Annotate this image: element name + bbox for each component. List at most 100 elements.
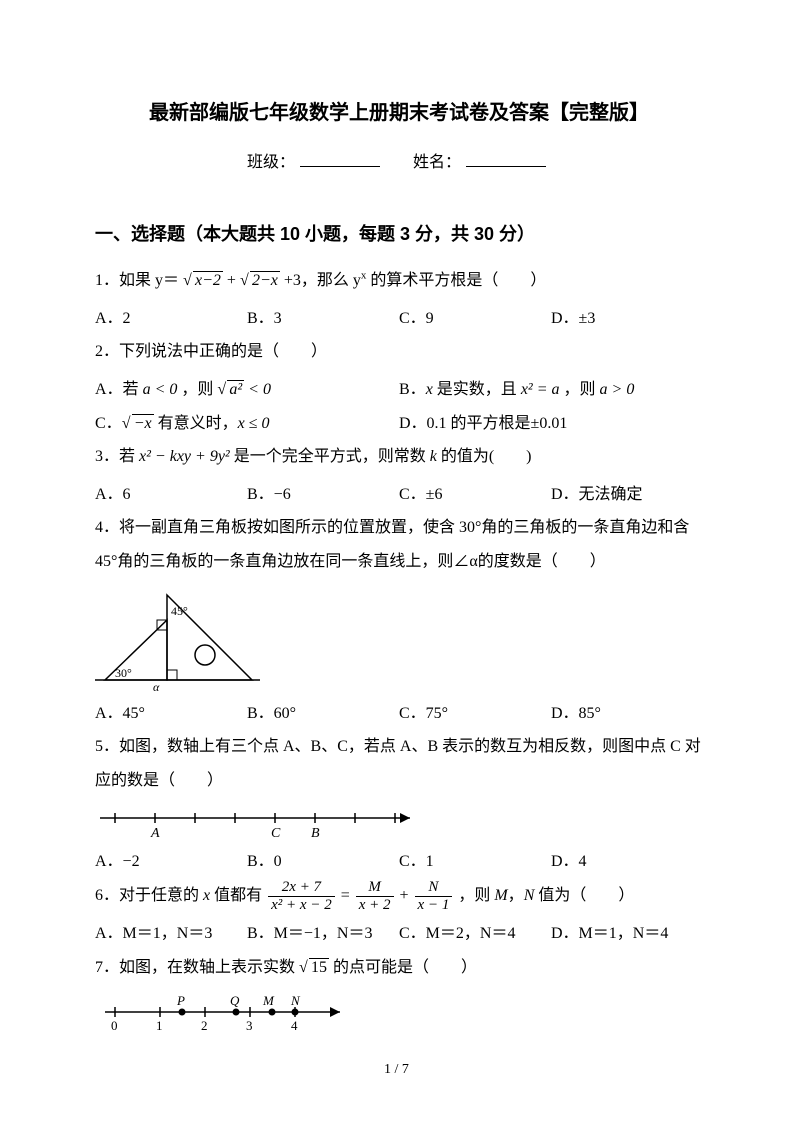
q1-plus: + <box>227 272 236 289</box>
q2b-pre: B． <box>399 381 426 398</box>
q7-label-q: Q <box>230 993 240 1008</box>
q7-tick-0: 0 <box>111 1018 118 1032</box>
name-blank[interactable] <box>466 152 546 167</box>
q6-plus: + <box>400 887 413 904</box>
q2-options-row2: C．−x 有意义时，x ≤ 0 D．0.1 的平方根是±0.01 <box>95 407 703 441</box>
question-6: 6．对于任意的 x 值都有 2x + 7x² + x − 2 = Mx + 2 … <box>95 879 703 913</box>
q5-label-a: A <box>150 826 160 841</box>
q1-opt-b: B．3 <box>247 302 399 336</box>
q6-mid: 值都有 <box>210 887 266 904</box>
q7-prefix: 7．如图，在数轴上表示实数 <box>95 959 299 976</box>
section-1-heading: 一、选择题（本大题共 10 小题，每题 3 分，共 30 分） <box>95 218 703 250</box>
q2b-x: x <box>426 381 433 398</box>
class-blank[interactable] <box>300 152 380 167</box>
q3-mid: 是一个完全平方式，则常数 <box>230 448 430 465</box>
q2c-res: x ≤ 0 <box>238 415 270 432</box>
q4-options: A．45° B．60° C．75° D．85° <box>95 697 703 731</box>
q6-eq: = <box>341 887 354 904</box>
q2a-pre: A．若 <box>95 381 143 398</box>
q5-opt-a: A．−2 <box>95 845 247 879</box>
page-footer: 1 / 7 <box>0 1057 793 1082</box>
q6-r2-num: N <box>415 879 453 897</box>
q2a-mid: ，则 <box>177 381 217 398</box>
q2a-sqrt: a² <box>217 373 244 407</box>
q7-numberline-svg: 0 1 2 3 4 P Q M N <box>95 990 355 1032</box>
q4-opt-b: B．60° <box>247 697 399 731</box>
q6-options: A．M＝1，N＝3 B．M＝−1，N＝3 C．M＝2，N＝4 D．M＝1，N＝4 <box>95 917 703 951</box>
q1-tail: 的算术平方根是（ ） <box>366 272 546 289</box>
q5-opt-d: D．4 <box>551 845 703 879</box>
q2c-pre: C． <box>95 415 122 432</box>
q1-sqrt1-body: x−2 <box>193 271 223 289</box>
q7-tail: 的点可能是（ ） <box>329 959 477 976</box>
q7-label-p: P <box>176 993 185 1008</box>
q5-label-b: B <box>311 826 320 841</box>
q1-sqrt2: 2−x <box>240 264 280 298</box>
q6-frac-r2: Nx − 1 <box>415 879 453 913</box>
question-2: 2．下列说法中正确的是（ ） <box>95 335 703 369</box>
q2-opt-d: D．0.1 的平方根是±0.01 <box>399 407 703 441</box>
q7-tick-1: 1 <box>156 1018 163 1032</box>
q6-lhs-den: x² + x − 2 <box>268 897 335 914</box>
q6-n: N <box>524 887 535 904</box>
q3-opt-b: B．−6 <box>247 478 399 512</box>
q1-sqrt1: x−2 <box>183 264 223 298</box>
q1-opt-d: D．±3 <box>551 302 703 336</box>
q2b-res: a > 0 <box>600 381 635 398</box>
q6-tail-pre: ，则 <box>458 887 494 904</box>
q3-opt-c: C．±6 <box>399 478 551 512</box>
name-label: 姓名： <box>413 154 461 171</box>
q5-options: A．−2 B．0 C．1 D．4 <box>95 845 703 879</box>
q7-tick-2: 2 <box>201 1018 208 1032</box>
q5-opt-b: B．0 <box>247 845 399 879</box>
q6-m: M <box>494 887 507 904</box>
q2a-cond: a < 0 <box>143 381 178 398</box>
q2-opt-c: C．−x 有意义时，x ≤ 0 <box>95 407 399 441</box>
q1-suffix: +3，那么 y <box>284 272 361 289</box>
q6-lhs-num: 2x + 7 <box>268 879 335 897</box>
q1-opt-c: C．9 <box>399 302 551 336</box>
q4-opt-d: D．85° <box>551 697 703 731</box>
q4-label-30: 30° <box>115 666 132 680</box>
q4-triangles-svg: 45° 30° α <box>95 585 265 695</box>
q6-r1-num: M <box>356 879 394 897</box>
q6-opt-d: D．M＝1，N＝4 <box>551 917 703 951</box>
q6-prefix: 6．对于任意的 <box>95 887 203 904</box>
q7-label-n: N <box>290 993 301 1008</box>
q2c-sqrt-body: −x <box>132 414 154 432</box>
page-title: 最新部编版七年级数学上册期末考试卷及答案【完整版】 <box>95 95 703 131</box>
q6-comma: ， <box>508 887 524 904</box>
q3-expr: x² − kxy + 9y² <box>139 448 230 465</box>
q2-opt-b: B．x 是实数，且 x² = a ，则 a > 0 <box>399 373 703 407</box>
q2c-sqrt: −x <box>122 407 154 441</box>
q7-tick-4: 4 <box>291 1018 298 1032</box>
q4-opt-c: C．75° <box>399 697 551 731</box>
q1-sqrt2-body: 2−x <box>250 271 280 289</box>
q4-diagram: 45° 30° α <box>95 585 703 695</box>
q2b-tail: ，则 <box>560 381 600 398</box>
q7-label-m: M <box>262 993 275 1008</box>
q6-opt-b: B．M＝−1，N＝3 <box>247 917 399 951</box>
question-7: 7．如图，在数轴上表示实数 15 的点可能是（ ） <box>95 951 703 985</box>
question-4: 4．将一副直角三角板按如图所示的位置放置，使含 30°角的三角板的一条直角边和含… <box>95 511 703 578</box>
q3-opt-a: A．6 <box>95 478 247 512</box>
q4-opt-a: A．45° <box>95 697 247 731</box>
question-3: 3．若 x² − kxy + 9y² 是一个完全平方式，则常数 k 的值为( ) <box>95 440 703 474</box>
q7-sqrt-body: 15 <box>309 958 329 976</box>
q2b-eq: x² = a <box>521 381 560 398</box>
q3-options: A．6 B．−6 C．±6 D．无法确定 <box>95 478 703 512</box>
class-label: 班级： <box>247 154 295 171</box>
q6-tail: 值为（ ） <box>534 887 634 904</box>
q3-k: k <box>430 448 437 465</box>
q6-frac-r1: Mx + 2 <box>356 879 394 913</box>
q3-prefix: 3．若 <box>95 448 139 465</box>
q6-frac-lhs: 2x + 7x² + x − 2 <box>268 879 335 913</box>
q6-r2-den: x − 1 <box>415 897 453 914</box>
question-1: 1．如果 y＝ x−2 + 2−x +3，那么 yx 的算术平方根是（ ） <box>95 264 703 298</box>
q4-label-45: 45° <box>171 604 188 618</box>
q2a-sqrt-body: a² <box>227 380 244 398</box>
q2-options-row1: A．若 a < 0 ，则 a² < 0 B．x 是实数，且 x² = a ，则 … <box>95 373 703 407</box>
q3-tail: 的值为( ) <box>437 448 532 465</box>
q6-opt-c: C．M＝2，N＝4 <box>399 917 551 951</box>
q6-r1-den: x + 2 <box>356 897 394 914</box>
